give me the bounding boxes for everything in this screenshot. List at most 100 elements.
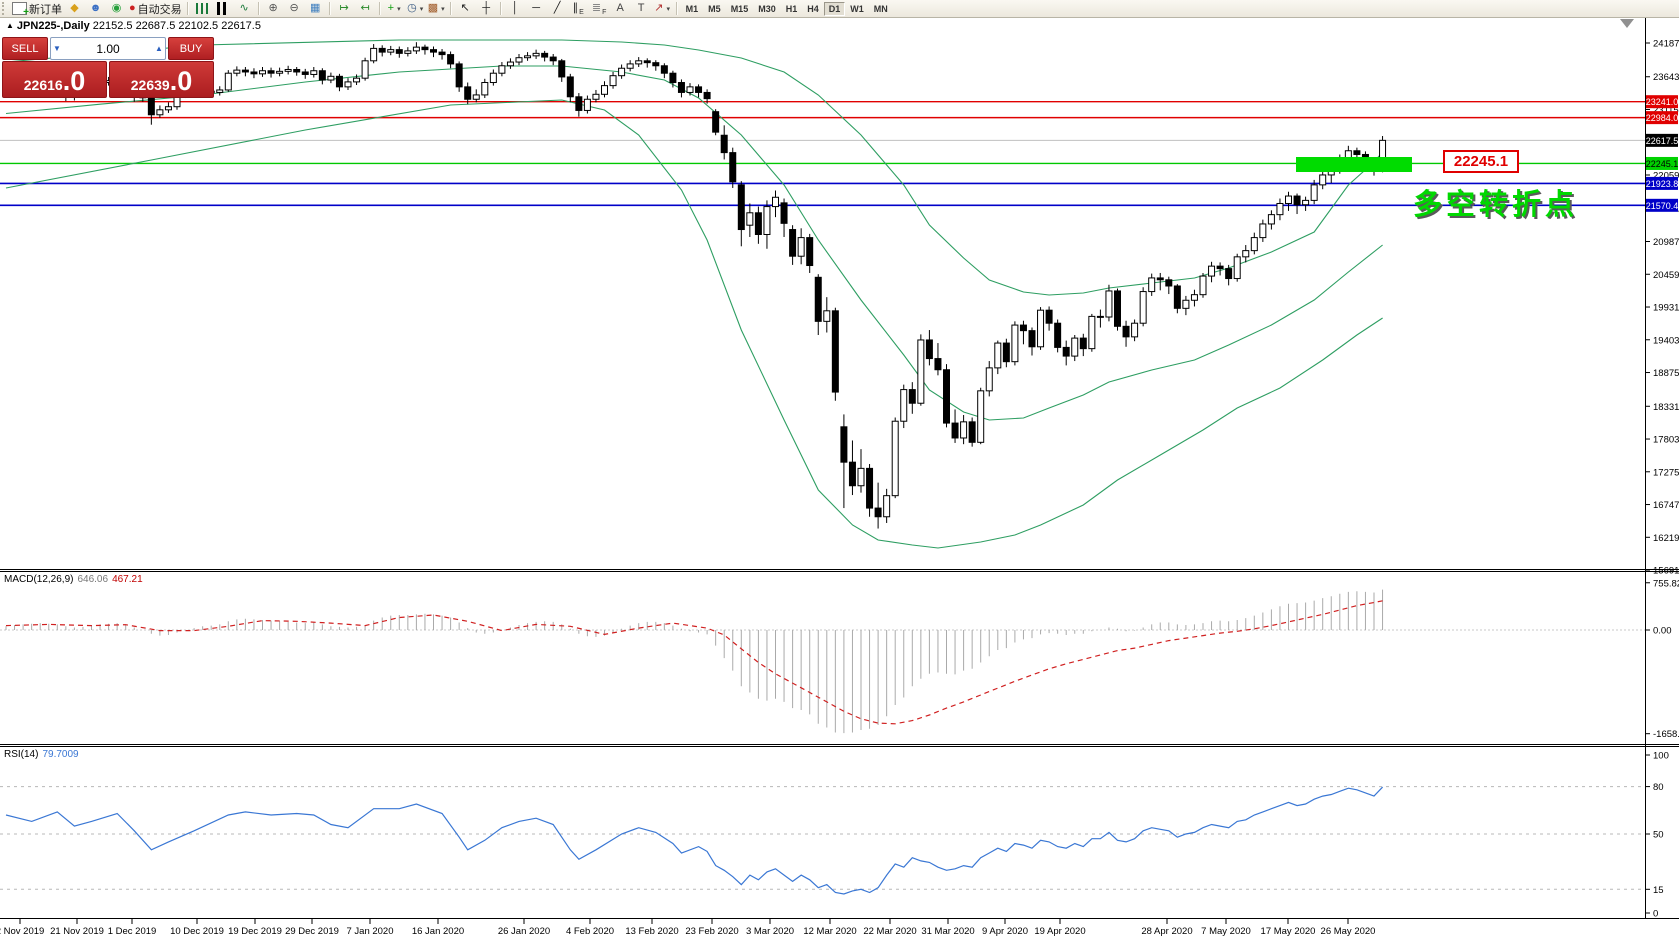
date-tick-label[interactable]: 21 Nov 2019 [50, 926, 104, 937]
candle-body [430, 49, 437, 53]
chart-shift-button[interactable]: ↦ [334, 1, 355, 16]
crosshair-button[interactable]: ┼ [476, 1, 497, 16]
date-tick-label[interactable]: 28 Apr 2020 [1141, 926, 1192, 937]
zoom-in-button[interactable]: ⊕ [263, 1, 284, 16]
date-tick-label[interactable]: 7 Jan 2020 [346, 926, 393, 937]
buy-button[interactable]: BUY [168, 37, 214, 60]
line-chart-button[interactable]: ∿ [234, 1, 255, 16]
price-level-label-box [1646, 156, 1678, 170]
price-callout-box[interactable]: 22245.1 [1443, 150, 1519, 173]
macd-pane[interactable] [0, 571, 1645, 745]
sell-button[interactable]: SELL [2, 37, 48, 60]
date-tick-label[interactable]: 3 Mar 2020 [746, 926, 794, 937]
highlight-rectangle[interactable] [1296, 157, 1412, 172]
volume-increase-button[interactable]: ▲ [155, 44, 163, 53]
timeframe-h4[interactable]: H4 [807, 3, 819, 14]
text-label-button[interactable]: T [631, 1, 652, 16]
timeframe-m5[interactable]: M5 [708, 3, 721, 14]
buy-price-button[interactable]: 22639.0 [109, 61, 214, 98]
arrows-button[interactable]: ↗ ▾ [652, 1, 673, 16]
rsi-pane[interactable] [0, 746, 1645, 919]
candle-body [660, 65, 668, 74]
timeframe-mn[interactable]: MN [873, 3, 888, 14]
date-tick-label[interactable]: 23 Feb 2020 [685, 926, 738, 937]
volume-value[interactable]: 1.00 [96, 41, 120, 56]
date-tick-label[interactable]: 16 Jan 2020 [412, 926, 464, 937]
candle-body [464, 86, 472, 100]
zoom-in-icon: ⊕ [268, 2, 278, 14]
tile-windows-button[interactable]: ▦ [305, 1, 326, 16]
fibonacci-button[interactable]: ≣ F [589, 1, 610, 17]
date-tick-label[interactable]: 22 Mar 2020 [863, 926, 916, 937]
date-tick-label[interactable]: 1 Dec 2019 [108, 926, 157, 937]
volume-decrease-button[interactable]: ▼ [53, 44, 61, 53]
candle-body [318, 70, 326, 81]
sell-price-button[interactable]: 22616.0 [2, 61, 107, 98]
candle-body [626, 63, 634, 69]
volume-field[interactable]: ▼ 1.00 ▲ [50, 37, 166, 60]
timeframe-h1[interactable]: H1 [785, 3, 798, 14]
date-tick-label[interactable]: 9 Apr 2020 [982, 926, 1028, 937]
templates-button[interactable]: ▩ ▾ [426, 1, 447, 16]
date-tick-label[interactable]: 17 May 2020 [1261, 926, 1316, 937]
price-level-label-box [1646, 111, 1678, 125]
timeframe-d1[interactable]: D1 [823, 1, 846, 16]
date-tick-label[interactable]: 13 Feb 2020 [625, 926, 678, 937]
price-tick-label: 16747.0 [1653, 500, 1679, 511]
candle-body [506, 61, 514, 67]
signals-button[interactable]: ◉ [106, 1, 127, 16]
timeframe-m30[interactable]: M30 [758, 3, 776, 14]
text-button[interactable]: A [610, 1, 631, 16]
candle-body [1002, 342, 1010, 363]
horizontal-line-button[interactable]: ─ [526, 1, 547, 16]
date-tick-label[interactable]: 19 Dec 2019 [228, 926, 282, 937]
candle-body [1302, 199, 1310, 206]
bar-chart-button[interactable] [192, 1, 213, 16]
cursor-button[interactable]: ↖ [455, 1, 476, 16]
metaeditor-button[interactable]: ◆ [64, 1, 85, 16]
main-toolbar: 新订单◆☻◉●自动交易 ∿ ⊕ ⊖▦ ↦↤ +▾◷▾▩▾ ↖┼ │─╱∥E≣FAT↗▾ M1 M5… [0, 0, 1679, 18]
date-tick-label[interactable]: 7 May 2020 [1201, 926, 1251, 937]
vertical-line-button[interactable]: │ [505, 1, 526, 16]
price-tick-label: 15691.0 [1653, 566, 1679, 577]
candle-body [1139, 291, 1147, 324]
main-pane[interactable] [0, 17, 1645, 570]
date-tick-label[interactable]: 31 Mar 2020 [921, 926, 974, 937]
profile-button[interactable]: ☻ [85, 1, 106, 16]
autotrading-button[interactable]: ● 自动交易 [127, 1, 184, 16]
macd-tick-label: 755.82 [1653, 578, 1679, 589]
ohlc-values: 22152.5 22687.5 22102.5 22617.5 [92, 20, 261, 32]
date-tick-label[interactable]: 29 Dec 2019 [285, 926, 339, 937]
candlestick-chart-button[interactable] [213, 1, 234, 16]
date-tick-label[interactable]: 12 Mar 2020 [803, 926, 856, 937]
date-tick-label[interactable]: 19 Apr 2020 [1034, 926, 1085, 937]
fibonacci-icon-sub: F [602, 9, 607, 16]
timeframe-m1[interactable]: M1 [685, 3, 699, 14]
one-click-trading-panel: SELL ▼ 1.00 ▲ BUY 22616.0 22639.0 [2, 37, 214, 100]
date-tick-label[interactable]: 26 May 2020 [1321, 926, 1376, 937]
candle-body [1096, 315, 1104, 318]
date-tick-label[interactable]: 4 Feb 2020 [566, 926, 614, 937]
macd-indicator-label: MACD(12,26,9) 646.06 467.21 [4, 574, 143, 585]
annotation-note-text[interactable]: 多空转折点 [1413, 189, 1579, 221]
sell-price-frac: .0 [62, 66, 86, 96]
auto-scroll-button[interactable]: ↤ [355, 1, 376, 16]
chart-shift-marker-icon[interactable] [1620, 19, 1634, 28]
trendline-button[interactable]: ╱ [547, 1, 568, 16]
candle-body [797, 237, 805, 257]
date-tick-label[interactable]: 2 Nov 2019 [0, 926, 44, 937]
zoom-out-button[interactable]: ⊖ [284, 1, 305, 16]
indicators-button[interactable]: + ▾ [384, 1, 405, 16]
new-order-button[interactable]: 新订单 [10, 1, 64, 18]
price-axis-area[interactable] [1646, 17, 1679, 941]
candle-body [840, 426, 848, 463]
date-tick-label[interactable]: 10 Dec 2019 [170, 926, 224, 937]
date-tick-label[interactable]: 26 Jan 2020 [498, 926, 550, 937]
timeframe-m15[interactable]: M15 [730, 3, 749, 14]
periods-button[interactable]: ◷ ▾ [405, 1, 426, 16]
channel-button[interactable]: ∥ E [568, 1, 589, 17]
candle-body [746, 212, 754, 226]
timeframe-w1[interactable]: W1 [850, 3, 864, 14]
